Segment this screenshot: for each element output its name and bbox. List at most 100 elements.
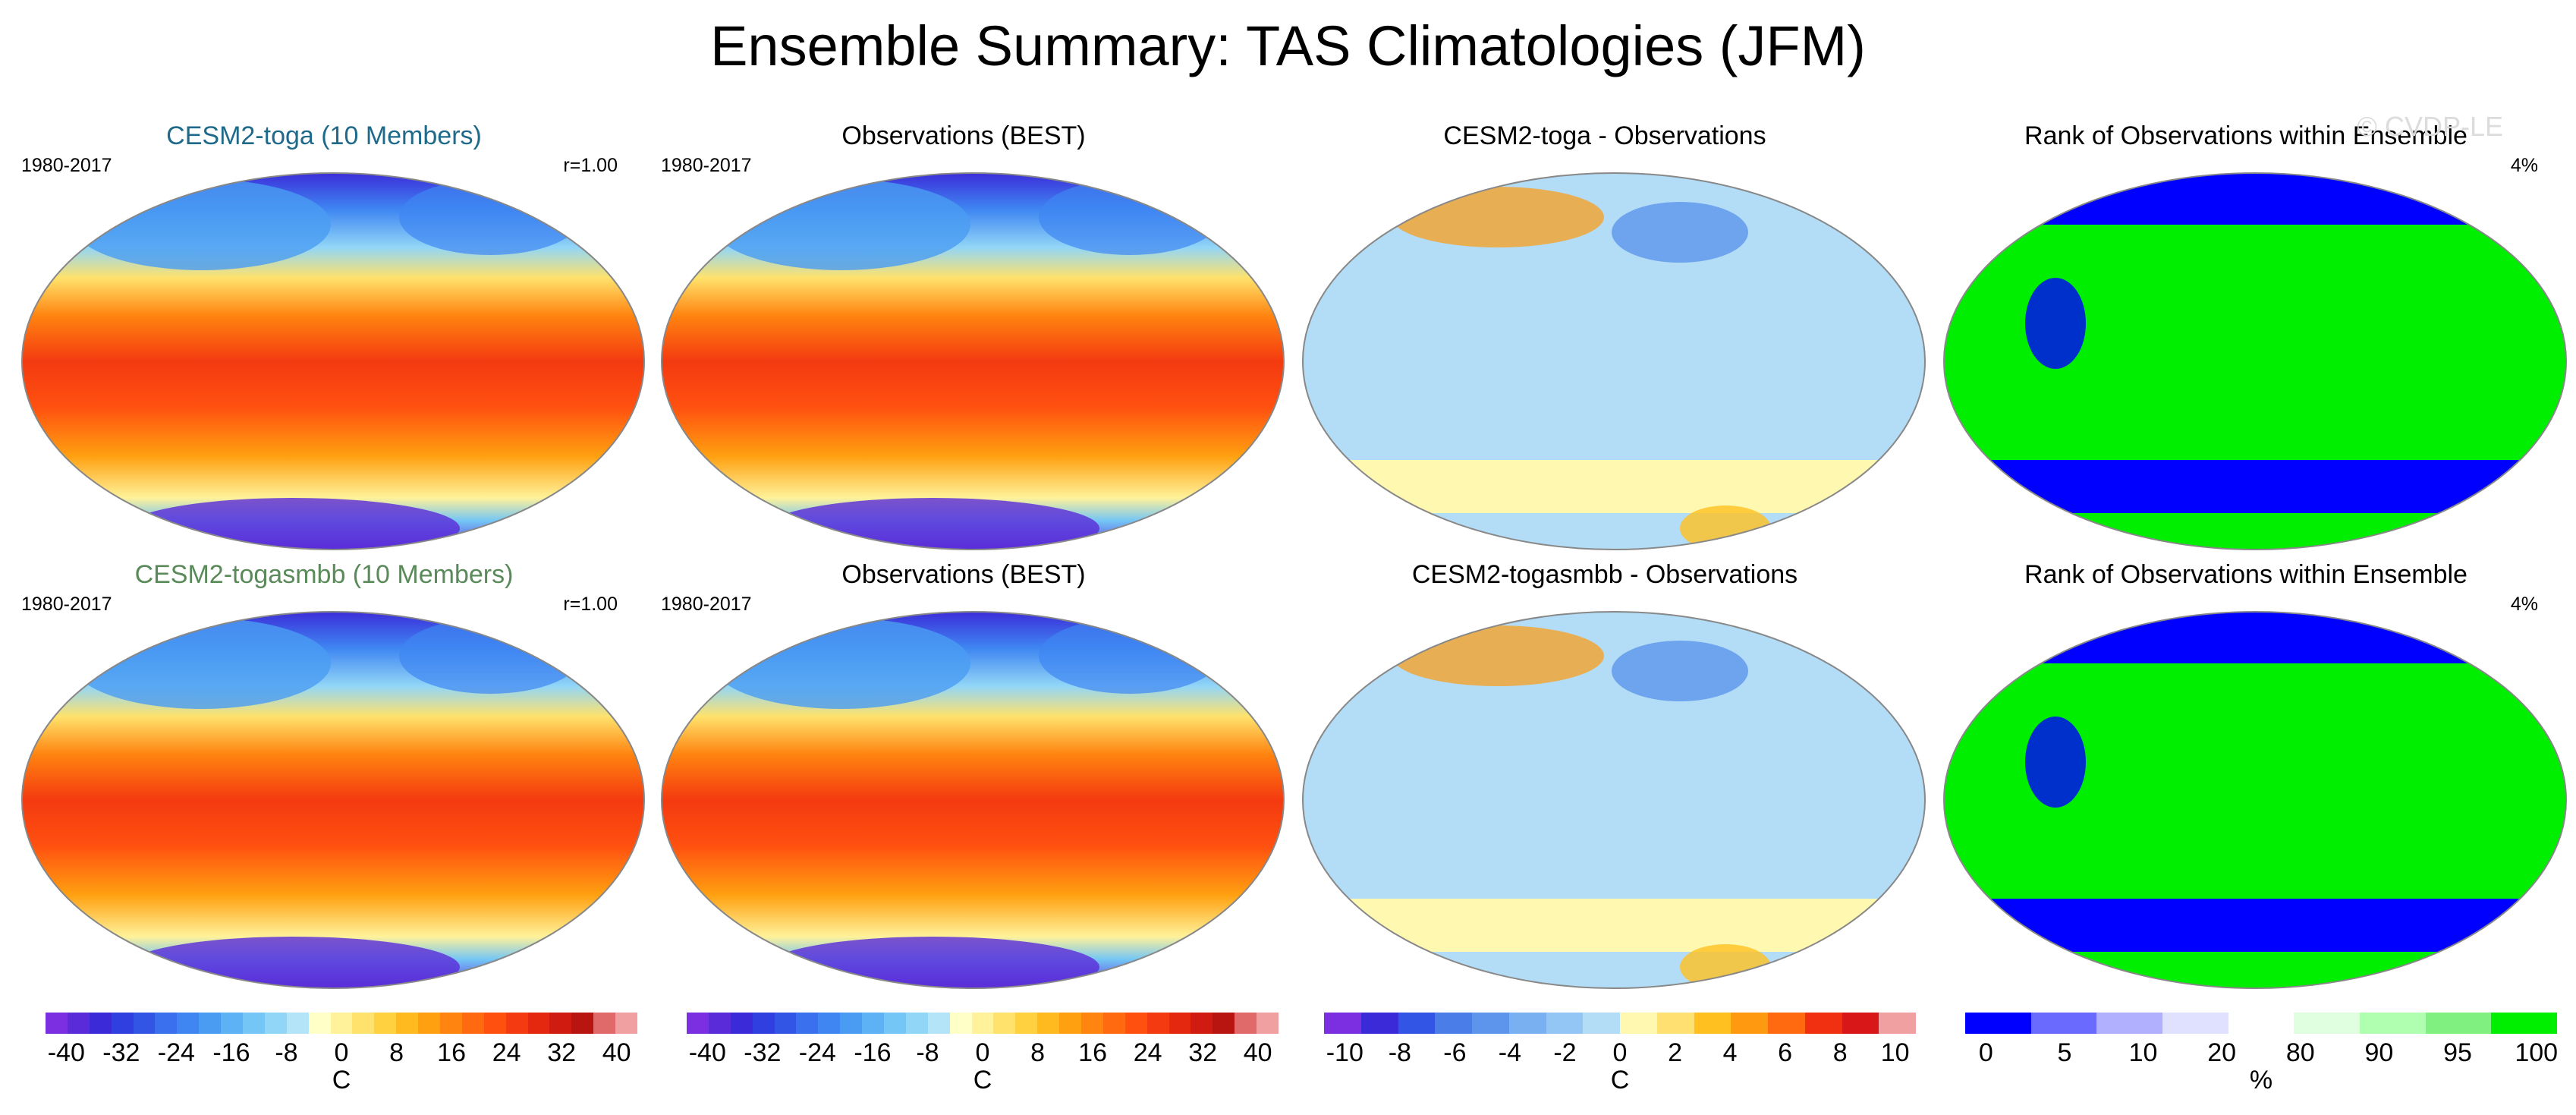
colorbar-swatch	[549, 1013, 572, 1034]
colorbar-unit: C	[973, 1066, 992, 1095]
colorbar-swatch	[818, 1013, 841, 1034]
colorbar-tick-label: 2	[1668, 1038, 1682, 1067]
colorbar-tick-label: 0	[334, 1038, 349, 1067]
period-label: 1980-2017	[661, 594, 752, 615]
colorbar-tick-label: -16	[854, 1038, 892, 1067]
panel-obs-row2: Observations (BEST) 1980-2017	[649, 560, 1285, 989]
colorbar-swatch	[199, 1013, 222, 1034]
colorbar-ticks: -40 -32 -24 -16 -8 0 8 16 24 32 40	[46, 1038, 637, 1069]
colorbar-swatch	[905, 1013, 928, 1034]
colorbar-swatch	[1965, 1013, 2031, 1034]
colorbar-tick-label: 8	[1030, 1038, 1045, 1067]
colorbar-swatch	[1508, 1013, 1546, 1034]
colorbar-strip	[687, 1013, 1279, 1034]
colorbar-strip	[1324, 1013, 1916, 1034]
colorbar-tick-label: 20	[2207, 1038, 2237, 1067]
colorbar-swatch	[2425, 1013, 2492, 1034]
period-label: 1980-2017	[21, 155, 112, 176]
colorbar-tick-label: 32	[1188, 1038, 1218, 1067]
map-diff-row2	[1302, 611, 1926, 989]
colorbar-model: -40 -32 -24 -16 -8 0 8 16 24 32 40 C	[46, 1013, 638, 1095]
colorbar-tick-label: 90	[2364, 1038, 2394, 1067]
colorbar-swatch	[949, 1013, 972, 1034]
panel-title: Rank of Observations within Ensemble	[2024, 121, 2467, 150]
panel-title: CESM2-togasmbb - Observations	[1411, 560, 1798, 589]
colorbar-swatch	[2096, 1013, 2163, 1034]
colorbar-swatch	[796, 1013, 819, 1034]
panel-diff-row2: CESM2-togasmbb - Observations	[1290, 560, 1926, 989]
colorbar-swatch	[571, 1013, 594, 1034]
colorbar-tick-label: 24	[492, 1038, 521, 1067]
colorbar-swatch	[708, 1013, 731, 1034]
colorbar-swatch	[1168, 1013, 1191, 1034]
colorbar-swatch	[505, 1013, 528, 1034]
colorbar-tick-label: 0	[975, 1038, 990, 1067]
panel-model-row2: CESM2-togasmbb (10 Members) 1980-2017 r=…	[9, 560, 645, 989]
colorbar-tick-label: 16	[437, 1038, 466, 1067]
percent-label: 4%	[2510, 594, 2538, 615]
colorbar-swatch	[2294, 1013, 2361, 1034]
colorbar-diff: -10 -8 -6 -4 -2 0 2 4 6 8 10 C	[1324, 1013, 1916, 1095]
colorbar-swatch	[1213, 1013, 1235, 1034]
colorbar-tick-label: -8	[1388, 1038, 1411, 1067]
colorbar-swatch	[111, 1013, 134, 1034]
figure-title: Ensemble Summary: TAS Climatologies (JFM…	[710, 14, 1866, 77]
colorbar-swatch	[440, 1013, 462, 1034]
panel-title: CESM2-toga - Observations	[1443, 121, 1766, 150]
colorbar-tick-label: 8	[389, 1038, 404, 1067]
colorbar-swatch	[1360, 1013, 1398, 1034]
colorbar-rank: 0 5 10 20 80 90 95 100 %	[1965, 1013, 2558, 1095]
colorbar-swatch	[396, 1013, 419, 1034]
map-model-row2	[21, 611, 645, 989]
colorbar-swatch	[2360, 1013, 2426, 1034]
colorbar-swatch	[308, 1013, 331, 1034]
colorbar-swatch	[330, 1013, 353, 1034]
colorbar-swatch	[133, 1013, 156, 1034]
colorbar-swatch	[2228, 1013, 2294, 1034]
colorbar-swatch	[927, 1013, 950, 1034]
colorbar-swatch	[1124, 1013, 1147, 1034]
colorbar-swatch	[1879, 1013, 1916, 1034]
colorbar-swatch	[1731, 1013, 1768, 1034]
colorbar-swatch	[1546, 1013, 1584, 1034]
map-model-row1	[21, 172, 645, 550]
colorbar-unit: C	[1610, 1066, 1630, 1095]
colorbar-swatch	[67, 1013, 90, 1034]
colorbar-swatch	[461, 1013, 484, 1034]
colorbar-swatch	[862, 1013, 885, 1034]
colorbar-swatch	[2491, 1013, 2558, 1034]
panel-title: Observations (BEST)	[841, 560, 1086, 589]
colorbar-swatch	[418, 1013, 441, 1034]
pattern-correlation: r=1.00	[563, 594, 618, 615]
colorbar-swatch	[1235, 1013, 1257, 1034]
colorbar-swatch	[46, 1013, 68, 1034]
colorbar-tick-label: -8	[275, 1038, 298, 1067]
panel-diff-row1: CESM2-toga - Observations	[1290, 121, 1926, 550]
colorbar-tick-label: 16	[1078, 1038, 1107, 1067]
colorbar-swatch	[1620, 1013, 1657, 1034]
colorbar-strip	[46, 1013, 638, 1034]
colorbar-swatch	[752, 1013, 775, 1034]
colorbar-swatch	[483, 1013, 506, 1034]
colorbar-swatch	[1768, 1013, 1805, 1034]
colorbar-tick-label: -10	[1326, 1038, 1363, 1067]
colorbar-tick-label: 40	[1243, 1038, 1272, 1067]
colorbar-swatch	[993, 1013, 1016, 1034]
colorbar-swatch	[89, 1013, 112, 1034]
period-label: 1980-2017	[661, 155, 752, 176]
colorbar-swatch	[1190, 1013, 1213, 1034]
percent-label: 4%	[2510, 155, 2538, 176]
panel-title: Rank of Observations within Ensemble	[2024, 560, 2467, 589]
colorbar-swatch	[221, 1013, 244, 1034]
colorbar-tick-label: 40	[602, 1038, 631, 1067]
panel-title: CESM2-togasmbb (10 Members)	[134, 560, 514, 589]
colorbar-swatch	[1804, 1013, 1842, 1034]
colorbar-swatch	[840, 1013, 863, 1034]
colorbar-tick-label: -32	[744, 1038, 782, 1067]
colorbar-swatch	[687, 1013, 709, 1034]
colorbar-tick-label: 0	[1978, 1038, 1993, 1067]
colorbar-swatch	[352, 1013, 375, 1034]
colorbar-tick-label: 10	[2128, 1038, 2158, 1067]
panel-obs-row1: Observations (BEST) 1980-2017	[649, 121, 1285, 550]
colorbar-swatch	[971, 1013, 994, 1034]
